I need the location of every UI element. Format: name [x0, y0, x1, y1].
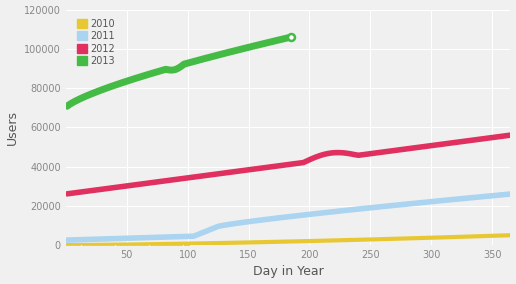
X-axis label: Day in Year: Day in Year	[253, 266, 324, 278]
Legend: 2010, 2011, 2012, 2013: 2010, 2011, 2012, 2013	[75, 17, 118, 68]
Y-axis label: Users: Users	[6, 110, 19, 145]
